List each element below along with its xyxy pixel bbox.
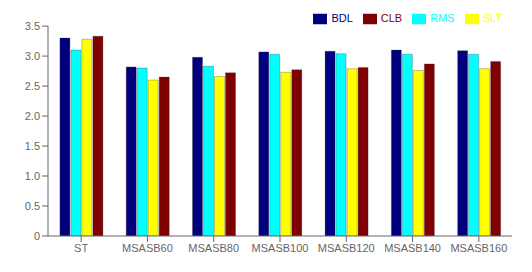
svg-text:2.5: 2.5 [25,80,40,92]
svg-text:MSASB120: MSASB120 [318,242,375,254]
svg-text:0: 0 [34,230,40,242]
svg-text:MSASB160: MSASB160 [450,242,507,254]
svg-text:1.5: 1.5 [25,140,40,152]
html-text:RMS: RMS [430,12,455,24]
svg-text:MSASB80: MSASB80 [188,242,239,254]
svg-text:MSASB60: MSASB60 [122,242,173,254]
svg-text:MSASB140: MSASB140 [384,242,441,254]
svg-text:MSASB100: MSASB100 [252,242,309,254]
svg-text:3.5: 3.5 [25,20,40,32]
svg-text:1.0: 1.0 [25,170,40,182]
html-text:CLB: CLB [380,12,403,24]
svg-text:ST: ST [74,242,88,254]
svg-text:2.0: 2.0 [25,110,40,122]
html-text:SLT: SLT [482,12,502,24]
svg-text:0.5: 0.5 [25,200,40,212]
svg-text:3.0: 3.0 [25,50,40,62]
html-text:BDL: BDL [331,12,353,24]
